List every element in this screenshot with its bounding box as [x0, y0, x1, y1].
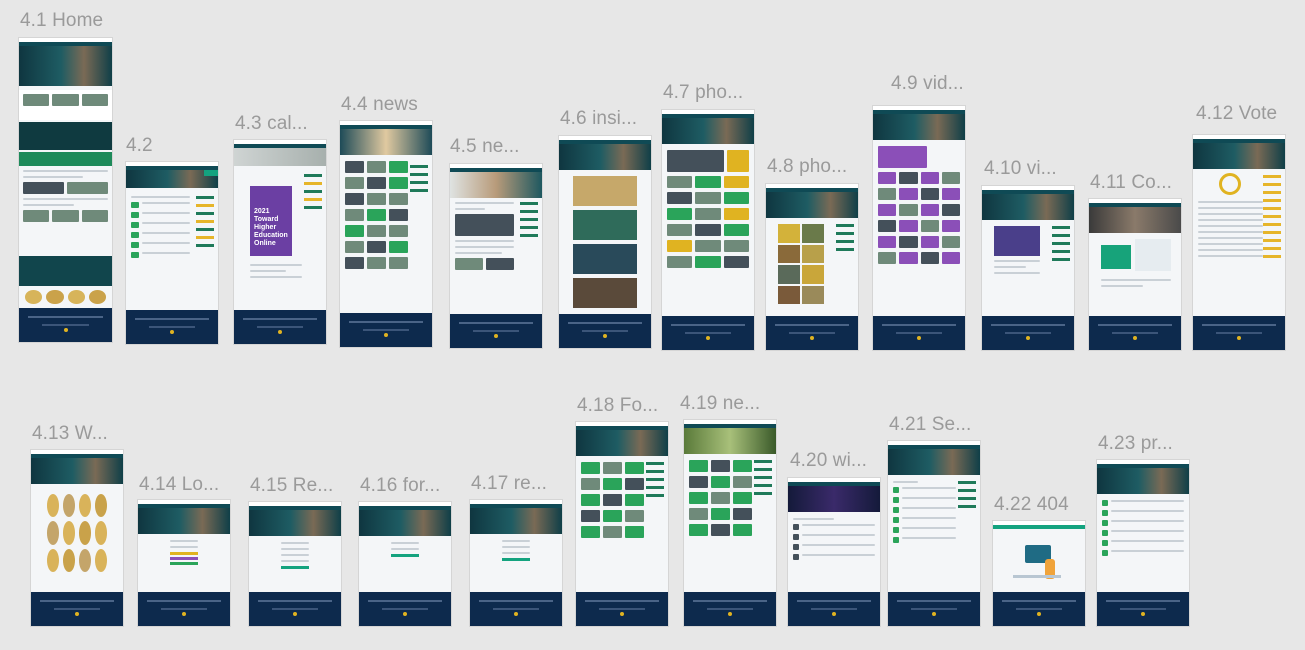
frame-label-photo: 4.7 pho... — [663, 82, 744, 103]
frame-label-news-list: 4.19 ne... — [680, 393, 761, 414]
thumb — [52, 94, 79, 106]
map-block[interactable] — [1135, 239, 1171, 271]
vote-chart — [1219, 173, 1241, 195]
register-form[interactable] — [281, 542, 309, 569]
frame-label-404: 4.22 404 — [994, 494, 1069, 515]
frame-label-vote: 4.12 Vote — [1196, 103, 1278, 124]
frame-band-dark-2 — [19, 256, 112, 286]
frame-4-2[interactable] — [126, 162, 218, 344]
frame-label-register: 4.15 Re... — [250, 475, 334, 496]
frame-label-forgot: 4.16 for... — [360, 475, 441, 496]
event-poster[interactable]: 2021 Toward Higher Education Online — [250, 186, 292, 256]
frame-content — [1101, 279, 1171, 291]
frame-forum[interactable] — [576, 422, 668, 626]
login-form[interactable] — [170, 540, 198, 565]
frame-footer — [19, 308, 112, 342]
frame-content — [23, 170, 108, 226]
poster-text: 2021 Toward Higher Education Online — [254, 208, 288, 247]
frame-topbar — [19, 38, 112, 42]
frame-video[interactable] — [873, 106, 965, 350]
frame-profile[interactable] — [1097, 460, 1189, 626]
frame-reset[interactable] — [470, 500, 562, 626]
frame-home[interactable] — [19, 38, 112, 342]
frame-search[interactable] — [888, 441, 980, 626]
frame-logos — [25, 290, 106, 304]
frame-news-list[interactable] — [684, 420, 776, 626]
frame-404[interactable] — [993, 521, 1085, 626]
frame-content — [250, 264, 302, 282]
illustration-404 — [1013, 545, 1061, 581]
frame-nav — [19, 42, 112, 46]
frame-label-video: 4.9 vid... — [891, 73, 964, 94]
frame-label-profile: 4.23 pr... — [1098, 433, 1173, 454]
frame-label-login: 4.14 Lo... — [139, 474, 220, 495]
thumb — [23, 94, 50, 106]
frame-label-4-2: 4.2 — [126, 135, 153, 156]
frame-calendar[interactable]: 2021 Toward Higher Education Online — [234, 140, 326, 344]
frame-label-home: 4.1 Home — [20, 10, 104, 31]
forgot-form[interactable] — [391, 542, 419, 557]
frame-band-green — [19, 152, 112, 166]
frame-photo-detail[interactable] — [766, 184, 858, 350]
video-player[interactable] — [994, 226, 1040, 256]
frame-contact[interactable] — [1089, 199, 1181, 350]
frame-login[interactable] — [138, 500, 230, 626]
photo-grid — [778, 224, 824, 304]
frame-news[interactable] — [340, 121, 432, 347]
frame-video-detail[interactable] — [982, 186, 1074, 350]
emblem-grid — [47, 494, 107, 572]
frame-insight[interactable] — [559, 136, 651, 348]
frame-label-wiki: 4.20 wi... — [790, 450, 868, 471]
frame-label-forum: 4.18 Fo... — [577, 395, 659, 416]
frame-band-dark — [19, 122, 112, 150]
frame-label-news: 4.4 news — [341, 94, 418, 115]
frame-section — [19, 90, 112, 120]
frame-label-calendar: 4.3 cal... — [235, 113, 308, 134]
reset-form[interactable] — [502, 540, 530, 561]
thumb — [81, 94, 108, 106]
contact-card — [1101, 245, 1131, 269]
frame-forgot[interactable] — [359, 502, 451, 626]
frame-content — [573, 176, 637, 308]
frame-vote[interactable] — [1193, 135, 1285, 350]
frame-register[interactable] — [249, 502, 341, 626]
frame-wiki[interactable] — [788, 478, 880, 626]
frame-hero — [126, 170, 218, 188]
frame-label-contact: 4.11 Co... — [1090, 172, 1172, 193]
frame-label-news-detail: 4.5 ne... — [450, 136, 520, 157]
frame-news-detail[interactable] — [450, 164, 542, 348]
frame-w[interactable] — [31, 450, 123, 626]
frame-label-reset: 4.17 re... — [471, 473, 547, 494]
frame-label-photo-detail: 4.8 pho... — [767, 156, 848, 177]
frame-label-search: 4.21 Se... — [889, 414, 972, 435]
frame-label-w: 4.13 W... — [32, 423, 108, 444]
frame-content — [994, 260, 1040, 278]
frame-hero — [19, 46, 112, 86]
frame-label-insight: 4.6 insi... — [560, 108, 638, 129]
frame-photo[interactable] — [662, 110, 754, 350]
frame-label-video-detail: 4.10 vi... — [984, 158, 1057, 179]
